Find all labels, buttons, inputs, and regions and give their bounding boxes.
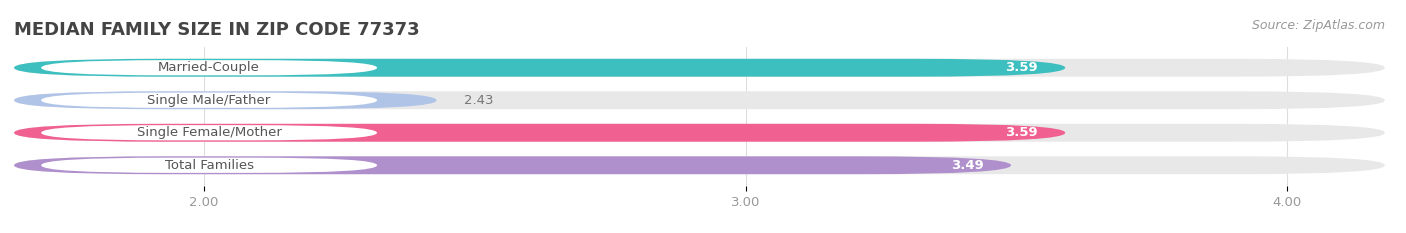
Text: 3.49: 3.49 <box>952 159 984 172</box>
Text: 2.43: 2.43 <box>464 94 494 107</box>
FancyBboxPatch shape <box>41 60 377 75</box>
Text: 3.59: 3.59 <box>1005 126 1038 139</box>
FancyBboxPatch shape <box>14 59 1385 77</box>
FancyBboxPatch shape <box>41 158 377 173</box>
Text: Source: ZipAtlas.com: Source: ZipAtlas.com <box>1251 19 1385 32</box>
FancyBboxPatch shape <box>14 91 437 109</box>
FancyBboxPatch shape <box>41 93 377 108</box>
FancyBboxPatch shape <box>14 59 1066 77</box>
FancyBboxPatch shape <box>14 124 1066 142</box>
Text: MEDIAN FAMILY SIZE IN ZIP CODE 77373: MEDIAN FAMILY SIZE IN ZIP CODE 77373 <box>14 21 419 39</box>
FancyBboxPatch shape <box>14 156 1011 174</box>
Text: Single Female/Mother: Single Female/Mother <box>136 126 281 139</box>
FancyBboxPatch shape <box>14 91 1385 109</box>
FancyBboxPatch shape <box>14 156 1385 174</box>
FancyBboxPatch shape <box>14 124 1385 142</box>
Text: 3.59: 3.59 <box>1005 61 1038 74</box>
FancyBboxPatch shape <box>41 125 377 140</box>
Text: Single Male/Father: Single Male/Father <box>148 94 271 107</box>
Text: Married-Couple: Married-Couple <box>159 61 260 74</box>
Text: Total Families: Total Families <box>165 159 253 172</box>
